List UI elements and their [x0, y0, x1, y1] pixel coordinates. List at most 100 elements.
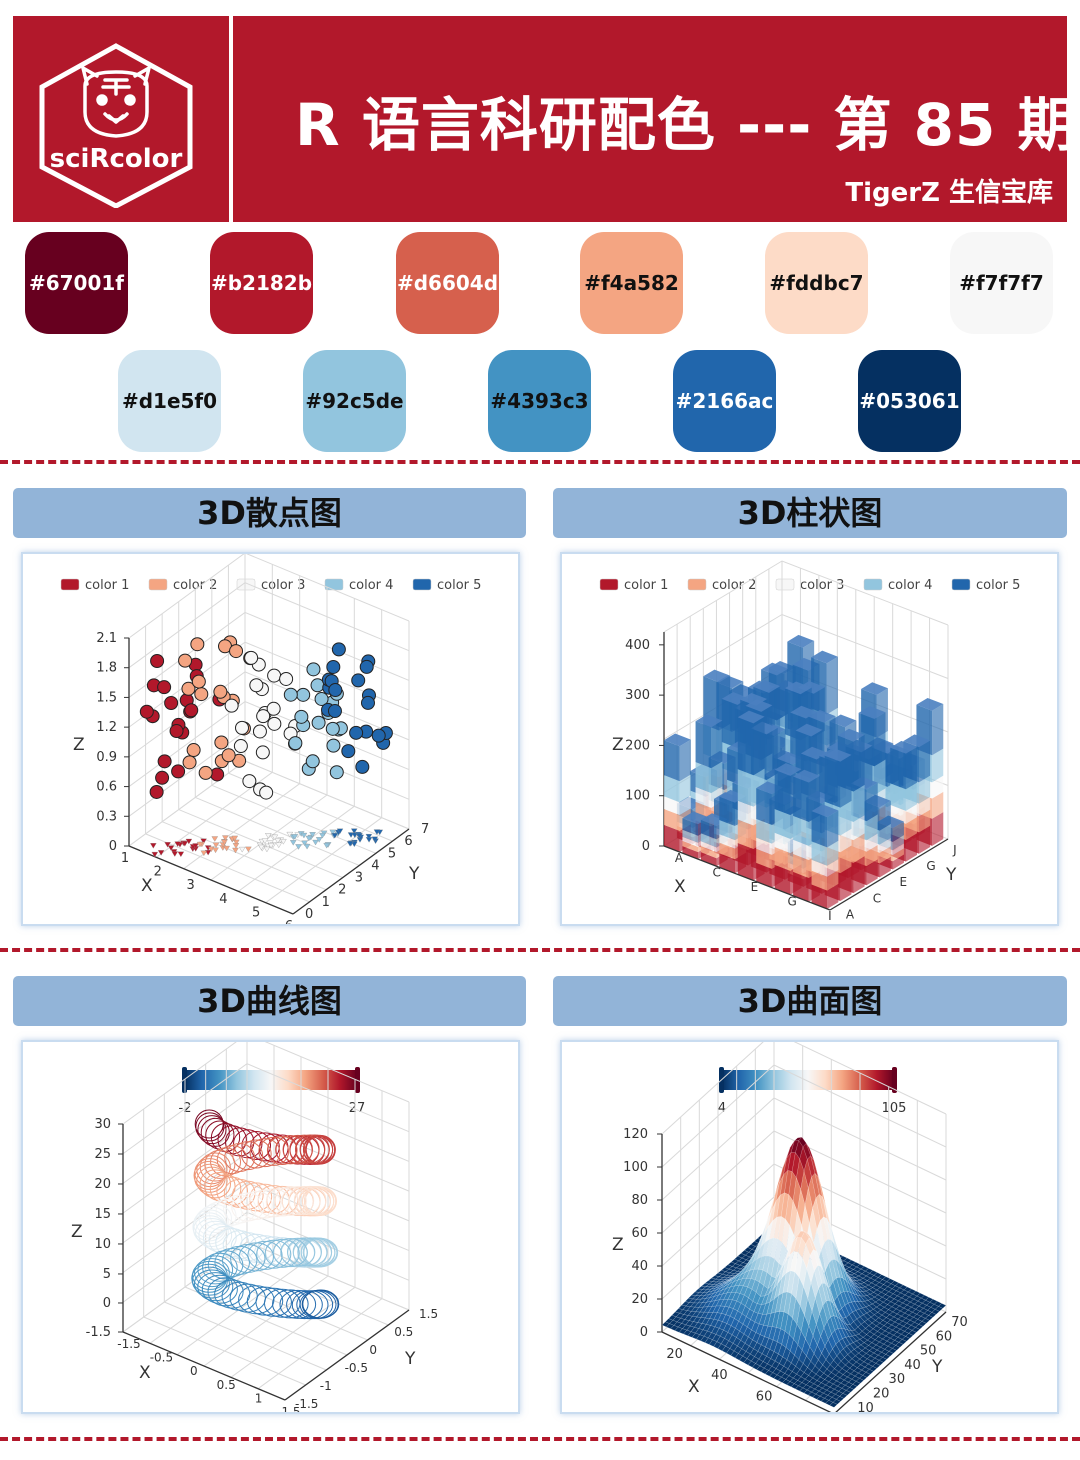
- bar-segment: [793, 776, 809, 822]
- scatter-point: [221, 748, 236, 763]
- bar-segment: [774, 769, 791, 816]
- scatter-shadow: [303, 843, 311, 850]
- scatter-shadow: [323, 842, 330, 849]
- legend-swatch: [863, 578, 883, 591]
- x-axis: [663, 845, 831, 911]
- bar-segment: [824, 755, 841, 808]
- helix-ring: [264, 1238, 300, 1268]
- bar-segment: [664, 796, 680, 816]
- scatter-shadow: [265, 833, 272, 839]
- bar-top: [664, 733, 691, 747]
- scatter-point: [184, 703, 199, 718]
- color-swatch: #92c5de: [303, 350, 406, 452]
- helix-ring: [198, 1203, 232, 1233]
- x-axis: [661, 1331, 832, 1412]
- scatter-point: [328, 683, 343, 698]
- scatter-shadow: [329, 829, 337, 836]
- scatter-point: [283, 687, 298, 702]
- page-title: R 语言科研配色 --- 第 85 期: [295, 91, 1077, 159]
- scatter-shadow: [280, 839, 287, 845]
- scatter-shadow: [319, 832, 326, 839]
- scatter-point: [139, 704, 154, 719]
- z-tick-label: -1.5: [86, 1325, 111, 1340]
- x-axis-label: X: [674, 877, 686, 897]
- x-tick-label: 20: [666, 1347, 683, 1362]
- legend-swatch: [775, 578, 795, 591]
- bar-segment: [774, 809, 791, 839]
- bar-segment: [874, 712, 886, 767]
- bar-top: [858, 706, 886, 719]
- y-tick-label: 4: [371, 858, 379, 873]
- bar-segment: [766, 727, 778, 781]
- legend-swatch: [324, 578, 344, 591]
- bar-top: [790, 705, 818, 719]
- legend-label: color 1: [85, 578, 129, 593]
- bar-top: [811, 804, 839, 818]
- legend-swatch: [236, 578, 256, 591]
- bar-segment: [853, 856, 865, 894]
- scatter-point: [157, 680, 172, 695]
- scatter-point: [249, 678, 264, 693]
- z-axis-label: Z: [612, 735, 624, 755]
- bar-segment: [811, 859, 828, 877]
- legend-swatch: [60, 578, 80, 591]
- x-axis-label: X: [139, 1363, 151, 1383]
- bar-segment: [879, 856, 891, 878]
- helix-ring: [215, 1228, 250, 1258]
- legend-swatch: [412, 578, 432, 591]
- helix-ring: [272, 1289, 309, 1319]
- scatter-point: [252, 724, 267, 739]
- x-tick-label: 1.5: [281, 1405, 300, 1412]
- bar-segment: [811, 870, 828, 891]
- bar-segment: [664, 740, 680, 782]
- bar-segment: [682, 846, 699, 860]
- helix-ring: [191, 1266, 228, 1296]
- bar-segment: [679, 739, 691, 782]
- bar-top: [829, 714, 857, 728]
- x-tick-label: 60: [756, 1389, 773, 1404]
- scatter-shadow: [167, 845, 175, 851]
- scatter-point: [194, 687, 209, 702]
- bar-top: [737, 710, 765, 724]
- bar-segment: [774, 847, 791, 871]
- helix-ring: [195, 1112, 225, 1142]
- scatter-shadow: [232, 847, 239, 854]
- scatter-shadow: [222, 835, 229, 841]
- scatter-panel: color 1 color 2 color 3 color 4 color 5 0 0.3 0…: [21, 552, 520, 926]
- y-tick-label: 40: [904, 1358, 921, 1373]
- bar-segment: [682, 818, 699, 836]
- helix-ring: [286, 1290, 323, 1320]
- scatter-point: [224, 698, 239, 713]
- x-tick-label: 1: [255, 1391, 263, 1405]
- x-axis-label: X: [141, 876, 153, 896]
- bar-segment: [756, 848, 772, 869]
- helix-ring: [266, 1135, 298, 1165]
- helix-ring: [273, 1186, 307, 1216]
- bar-top: [774, 763, 802, 776]
- color-swatch: #d1e5f0: [118, 350, 221, 452]
- y-axis: [284, 1309, 410, 1401]
- bar-segment: [700, 833, 717, 848]
- scatter-point: [288, 736, 303, 751]
- bar-segment: [774, 832, 791, 854]
- helix-ring: [255, 1287, 292, 1317]
- x-axis: [128, 845, 294, 915]
- scatter-shadow: [221, 839, 228, 846]
- z-tick-label: 1.2: [96, 720, 117, 735]
- helix-ring: [207, 1277, 244, 1307]
- scatter-point: [169, 724, 184, 739]
- bar-segment: [905, 833, 918, 862]
- scatter-point: [351, 673, 366, 688]
- helix-ring: [289, 1134, 320, 1164]
- helix-ring: [198, 1220, 233, 1250]
- bar-segment: [932, 704, 944, 756]
- scatter-shadow: [150, 843, 157, 849]
- z-tick-label: 1.5: [96, 690, 117, 705]
- scatter-shadow: [309, 832, 316, 838]
- helix-ring: [201, 1274, 238, 1304]
- legend-label: color 2: [712, 578, 756, 593]
- scatter-point: [213, 684, 228, 699]
- bar-segment: [700, 819, 717, 840]
- helix-ring: [282, 1134, 314, 1164]
- grid-line: [195, 796, 360, 866]
